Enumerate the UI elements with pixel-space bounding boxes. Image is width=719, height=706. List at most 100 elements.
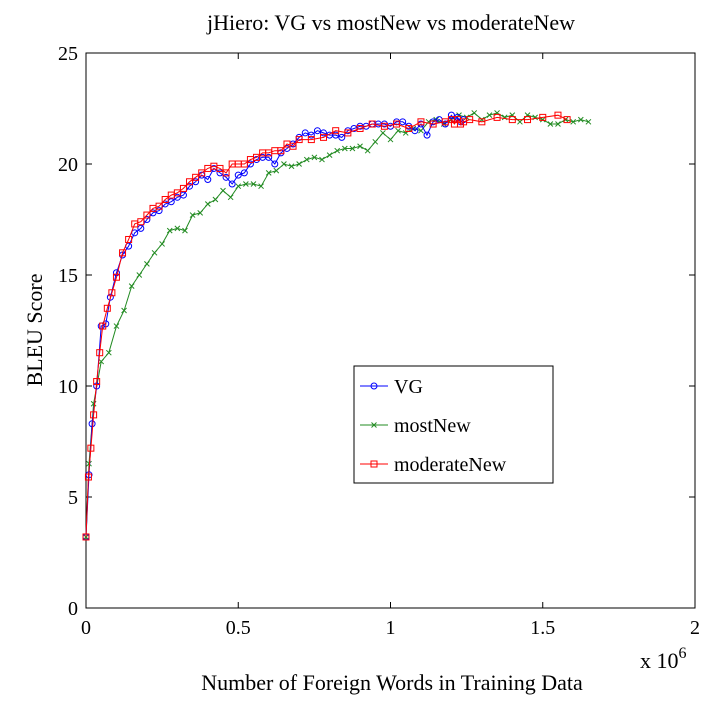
legend-label: VG bbox=[394, 376, 423, 398]
x-axis-multiplier-base: x 10 bbox=[640, 648, 679, 673]
data-point-moderatenew bbox=[563, 116, 571, 124]
data-point-mostnew bbox=[227, 194, 234, 201]
data-point-mostnew bbox=[418, 127, 424, 134]
data-point-moderatenew bbox=[99, 322, 107, 330]
data-point-moderatenew bbox=[332, 127, 340, 135]
data-point-moderatenew bbox=[198, 169, 206, 177]
data-point-moderatenew bbox=[277, 147, 285, 155]
data-point-mostnew bbox=[570, 118, 577, 125]
y-tick-label: 15 bbox=[58, 265, 78, 287]
data-point-moderatenew bbox=[405, 124, 413, 132]
data-point-vg bbox=[228, 180, 236, 188]
data-point-mostnew bbox=[258, 183, 264, 190]
data-point-mostnew bbox=[296, 161, 303, 167]
data-point-mostnew bbox=[166, 227, 173, 234]
data-point-moderatenew bbox=[344, 129, 352, 137]
data-point-moderatenew bbox=[417, 118, 425, 126]
legend-swatch-marker bbox=[370, 460, 378, 468]
data-point-moderatenew bbox=[155, 202, 163, 210]
data-point-mostnew bbox=[212, 196, 219, 203]
data-point-mostnew bbox=[319, 156, 325, 163]
data-point-vg bbox=[338, 133, 346, 141]
data-point-mostnew bbox=[121, 307, 127, 314]
data-point-vg bbox=[222, 173, 230, 181]
data-point-moderatenew bbox=[554, 111, 562, 119]
data-point-mostnew bbox=[265, 170, 272, 176]
data-point-moderatenew bbox=[356, 124, 364, 132]
data-point-moderatenew bbox=[125, 235, 133, 243]
data-point-moderatenew bbox=[137, 218, 145, 226]
data-point-mostnew bbox=[372, 138, 379, 145]
data-point-mostnew bbox=[387, 136, 394, 143]
y-tick-label: 0 bbox=[68, 598, 78, 620]
data-point-moderatenew bbox=[508, 116, 516, 124]
data-point-moderatenew bbox=[539, 113, 547, 121]
data-point-vg bbox=[265, 153, 273, 161]
x-tick-label: 1.5 bbox=[530, 617, 555, 639]
data-point-moderatenew bbox=[108, 289, 116, 297]
data-point-moderatenew bbox=[393, 120, 401, 128]
data-point-moderatenew bbox=[161, 196, 169, 204]
data-point-mostnew bbox=[517, 118, 523, 125]
data-point-vg bbox=[423, 131, 431, 139]
data-point-mostnew bbox=[151, 249, 158, 256]
data-point-mostnew bbox=[128, 283, 135, 289]
data-point-moderatenew bbox=[82, 533, 90, 541]
data-point-mostnew bbox=[471, 110, 478, 116]
x-axis-multiplier: x 106 bbox=[640, 645, 687, 673]
data-point-mostnew bbox=[220, 187, 226, 194]
data-point-mostnew bbox=[281, 161, 287, 167]
chart-title: jHiero: VG vs mostNew vs moderateNew bbox=[206, 10, 575, 35]
series-layer bbox=[82, 110, 592, 541]
data-point-mostnew bbox=[136, 272, 143, 278]
legend-item-vg: VG bbox=[360, 376, 423, 398]
data-point-vg bbox=[307, 131, 315, 139]
data-point-moderatenew bbox=[96, 349, 104, 357]
data-point-vg bbox=[320, 129, 328, 137]
data-point-mostnew bbox=[357, 143, 363, 150]
series-moderatenew bbox=[82, 111, 571, 541]
data-point-mostnew bbox=[113, 323, 120, 329]
x-tick-label: 0.5 bbox=[226, 617, 251, 639]
legend-label: mostNew bbox=[394, 415, 471, 437]
x-axis-multiplier-exponent: 6 bbox=[679, 645, 687, 662]
data-point-mostnew bbox=[364, 147, 371, 154]
data-point-vg bbox=[234, 171, 242, 179]
data-point-moderatenew bbox=[84, 473, 92, 481]
y-tick-label: 10 bbox=[58, 376, 78, 398]
data-point-mostnew bbox=[288, 163, 295, 170]
data-point-mostnew bbox=[159, 241, 165, 247]
data-point-moderatenew bbox=[253, 153, 261, 161]
data-point-moderatenew bbox=[478, 118, 486, 126]
data-point-moderatenew bbox=[192, 173, 200, 181]
data-point-mostnew bbox=[243, 181, 249, 187]
data-point-moderatenew bbox=[186, 178, 194, 186]
y-tick-label: 5 bbox=[68, 487, 78, 509]
data-point-moderatenew bbox=[222, 169, 230, 177]
data-point-mostnew bbox=[86, 460, 92, 467]
legend-swatch-marker bbox=[370, 382, 378, 390]
data-point-moderatenew bbox=[295, 136, 303, 144]
data-point-mostnew bbox=[334, 147, 341, 154]
data-point-moderatenew bbox=[466, 116, 474, 124]
data-point-mostnew bbox=[395, 127, 401, 134]
data-point-moderatenew bbox=[307, 136, 315, 144]
x-axis-label: Number of Foreign Words in Training Data bbox=[201, 670, 583, 695]
data-point-moderatenew bbox=[90, 411, 98, 419]
data-point-moderatenew bbox=[119, 249, 127, 257]
data-point-moderatenew bbox=[179, 184, 187, 192]
data-point-moderatenew bbox=[289, 142, 297, 150]
legend-swatch-marker bbox=[371, 422, 377, 428]
data-point-moderatenew bbox=[524, 116, 532, 124]
data-point-mostnew bbox=[273, 167, 280, 174]
data-point-mostnew bbox=[555, 121, 561, 127]
data-point-mostnew bbox=[380, 130, 386, 136]
data-point-moderatenew bbox=[93, 378, 101, 386]
legend: VG mostNew moderateNew bbox=[353, 365, 554, 484]
data-point-moderatenew bbox=[368, 120, 376, 128]
x-tick-label: 2 bbox=[690, 617, 700, 639]
y-axis-ticks: 0 5 10 15 20 25 bbox=[58, 43, 695, 620]
y-tick-label: 25 bbox=[58, 43, 78, 65]
data-point-moderatenew bbox=[143, 211, 151, 219]
data-point-moderatenew bbox=[216, 164, 224, 172]
